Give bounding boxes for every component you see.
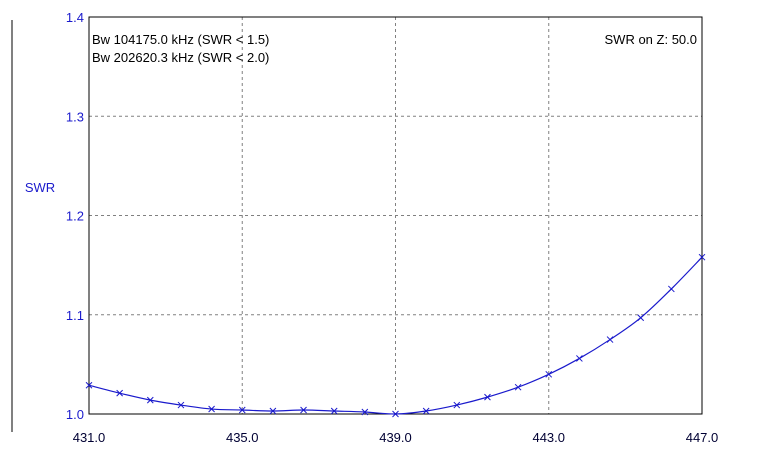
- data-point-marker: [269, 407, 277, 415]
- data-point-marker: [453, 401, 461, 409]
- data-point-marker: [484, 393, 491, 401]
- y-tick-label: 1.2: [66, 209, 84, 224]
- data-point-marker: [667, 285, 675, 293]
- data-point-marker: [637, 314, 645, 322]
- data-point-marker: [422, 407, 430, 415]
- data-point-marker: [116, 389, 124, 397]
- data-point-marker: [576, 355, 583, 362]
- grid-lines: [89, 17, 702, 414]
- x-tick-label: 447.0: [686, 430, 719, 445]
- data-point-marker: [361, 408, 369, 416]
- series-layer: [85, 253, 706, 418]
- tick-labels: 431.0 435.0 439.0 443.0 447.0 1.0 1.1 1.2 1.3 1.4: [66, 10, 718, 445]
- data-point-marker: [300, 406, 307, 414]
- data-point-marker: [606, 336, 614, 343]
- y-tick-label: 1.0: [66, 407, 84, 422]
- x-tick-label: 435.0: [226, 430, 259, 445]
- data-point-marker: [545, 370, 553, 378]
- y-tick-label: 1.4: [66, 10, 84, 25]
- data-point-marker: [208, 405, 215, 413]
- x-tick-label: 439.0: [379, 430, 412, 445]
- data-point-marker: [514, 383, 522, 391]
- x-tick-label: 443.0: [532, 430, 565, 445]
- bandwidth-annotation-1: Bw 104175.0 kHz (SWR < 1.5): [92, 32, 269, 47]
- y-tick-label: 1.3: [66, 109, 84, 124]
- bandwidth-annotation-2: Bw 202620.3 kHz (SWR < 2.0): [92, 50, 269, 65]
- data-point-marker: [177, 401, 185, 409]
- data-point-marker: [330, 407, 338, 415]
- data-point-marker: [85, 381, 93, 389]
- data-point-marker: [698, 253, 706, 261]
- impedance-annotation: SWR on Z: 50.0: [605, 32, 697, 47]
- data-point-marker: [392, 410, 399, 418]
- data-point-marker: [238, 406, 246, 414]
- y-tick-label: 1.1: [66, 308, 84, 323]
- data-point-marker: [146, 396, 154, 404]
- y-axis-label: SWR: [25, 180, 55, 195]
- x-tick-label: 431.0: [73, 430, 106, 445]
